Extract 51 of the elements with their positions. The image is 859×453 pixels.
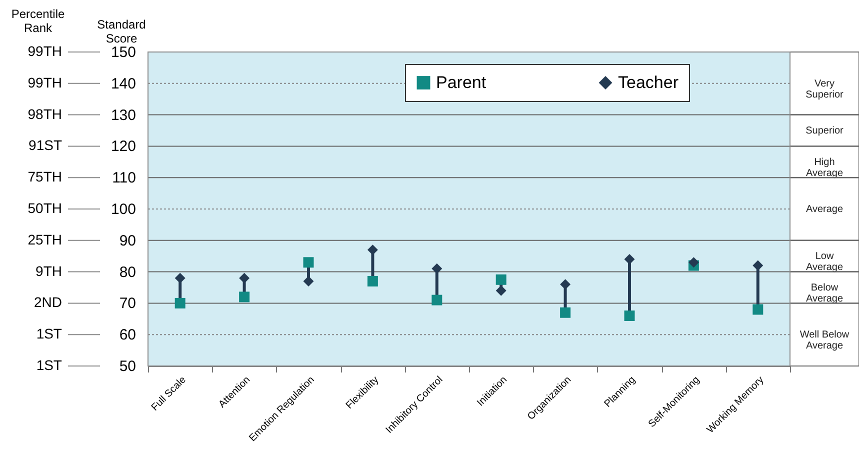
point bbox=[560, 279, 571, 290]
text: 2ND bbox=[34, 294, 62, 310]
y-tick-label: 80 bbox=[119, 264, 136, 281]
point bbox=[624, 254, 635, 264]
y-tick-label: 120 bbox=[110, 138, 136, 156]
band-label: Well Below Average bbox=[800, 330, 850, 352]
point bbox=[432, 294, 442, 306]
point bbox=[432, 263, 442, 274]
text: 91ST bbox=[28, 137, 62, 154]
text: 1ST bbox=[36, 357, 62, 373]
text: 50TH bbox=[28, 200, 62, 216]
y-tick-label: 110 bbox=[112, 170, 136, 187]
point bbox=[367, 276, 378, 286]
point bbox=[174, 298, 186, 308]
text: 25TH bbox=[28, 231, 62, 248]
y-tick-label: 130 bbox=[110, 106, 136, 124]
y-axis-title: Standard Score bbox=[97, 18, 146, 46]
band-label: Average bbox=[806, 204, 844, 215]
band-label: High Average bbox=[806, 156, 844, 179]
point bbox=[367, 244, 378, 256]
point bbox=[496, 274, 506, 285]
y-tick-label: 100 bbox=[110, 201, 136, 218]
point bbox=[303, 257, 314, 268]
y2-axis-title: Percentile Rank bbox=[11, 7, 65, 35]
y-tick-label: 140 bbox=[110, 75, 136, 92]
point bbox=[752, 304, 764, 315]
y-tick-label: 50 bbox=[119, 358, 136, 375]
legend-label: Teacher bbox=[618, 72, 679, 92]
text: 99TH bbox=[28, 43, 62, 59]
point bbox=[239, 292, 250, 302]
text: 99TH bbox=[28, 74, 62, 90]
text: 1ST bbox=[36, 326, 62, 342]
point bbox=[560, 307, 571, 318]
point bbox=[496, 285, 506, 296]
text: 9TH bbox=[36, 262, 62, 279]
text: 98TH bbox=[28, 106, 62, 122]
y-tick-label: 70 bbox=[119, 295, 136, 312]
band-label: Below Average bbox=[806, 282, 844, 304]
point bbox=[688, 257, 699, 268]
y-tick-label: 90 bbox=[119, 232, 136, 250]
point bbox=[174, 272, 186, 284]
y-tick-label: 60 bbox=[119, 326, 136, 344]
band-label: Low Average bbox=[806, 251, 844, 274]
point bbox=[624, 310, 635, 322]
y-tick-label: 150 bbox=[110, 44, 136, 61]
point bbox=[239, 272, 250, 284]
legend-label: Parent bbox=[436, 72, 486, 92]
point bbox=[752, 260, 764, 271]
band-label: Very Superior bbox=[806, 78, 844, 100]
band-label: Superior bbox=[806, 126, 844, 136]
text: 75TH bbox=[28, 168, 62, 185]
